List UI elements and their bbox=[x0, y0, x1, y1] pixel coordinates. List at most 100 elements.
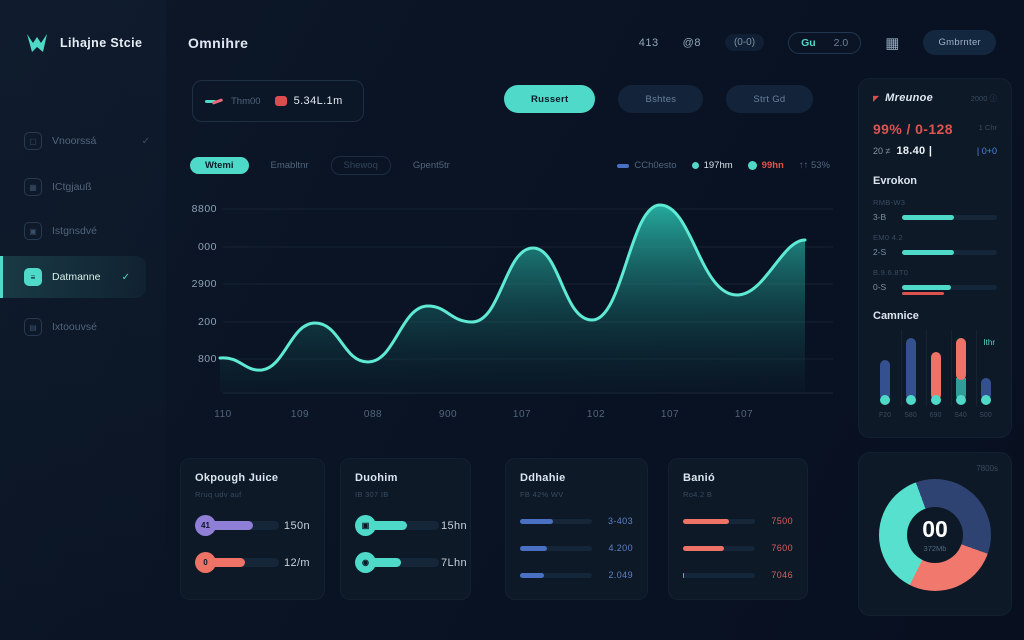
x-tick: 110 bbox=[214, 409, 232, 420]
sidebar-item-3[interactable]: ▣ Istgnsdvé bbox=[0, 214, 166, 248]
chart-tab-2[interactable]: Emabltnr bbox=[270, 160, 309, 171]
slider-fill bbox=[369, 558, 401, 567]
search-input[interactable]: Gu 2.0 bbox=[788, 31, 862, 54]
sidebar-item-2[interactable]: ▦ ICtgjauß bbox=[0, 170, 166, 204]
slider-teal[interactable]: ▣ bbox=[355, 515, 441, 536]
slider-knob[interactable]: ◉ bbox=[355, 552, 376, 573]
sidebar-item-1[interactable]: ▢ Vnoorssá ✓ bbox=[0, 124, 166, 158]
mini-bar bbox=[981, 378, 991, 400]
chart-tab-4[interactable]: Gpent5tr bbox=[412, 160, 450, 171]
progress-fill bbox=[902, 214, 955, 220]
stat-bar-row: 7500 bbox=[683, 516, 793, 526]
progress-fill bbox=[520, 518, 554, 524]
stat-bar-row: 7046 bbox=[683, 570, 793, 580]
summary-info-box[interactable]: Thm00 5.34L.1m bbox=[192, 80, 364, 122]
apps-grid-icon[interactable]: ▦ bbox=[885, 34, 900, 52]
breakdown-caption: B.9.6.8T0 bbox=[873, 268, 909, 277]
metric-value: 99% / 0-128 bbox=[873, 121, 953, 137]
chart-tab-1-active[interactable]: Wtemi bbox=[190, 157, 249, 174]
progress-track[interactable] bbox=[902, 214, 997, 220]
legend-dot-icon bbox=[691, 162, 699, 169]
x-tick: 107 bbox=[660, 409, 680, 420]
header-menu-button[interactable]: Gmbrnter bbox=[923, 30, 996, 55]
mini-bar-label: S80 bbox=[904, 412, 917, 419]
red-tag-icon bbox=[274, 96, 287, 106]
metric-sub-value: 18.40 | bbox=[896, 145, 933, 157]
bar-dot-icon bbox=[956, 395, 966, 405]
breakdown-title: Evrokon bbox=[873, 175, 918, 187]
slider-row: 41 150n bbox=[195, 515, 310, 536]
right-stats-panel: ◤ Mreunoe 2000 ⓘ 99% / 0-128 1 Chr 20 ≠ … bbox=[858, 78, 1012, 438]
header-stat-3-badge: (0-0) bbox=[724, 34, 765, 51]
check-icon: ✓ bbox=[141, 135, 150, 147]
breakdown-row: 2-S bbox=[873, 247, 997, 257]
panel-header: ◤ Mreunoe 2000 ⓘ bbox=[873, 92, 997, 104]
donut-badge: 7800s bbox=[976, 464, 998, 473]
x-tick: 088 bbox=[363, 409, 383, 420]
slider-purple[interactable]: 41 bbox=[195, 515, 281, 536]
x-tick: 107 bbox=[512, 409, 532, 420]
stat-bar-row: 2.049 bbox=[520, 570, 633, 580]
mini-bar bbox=[880, 360, 890, 400]
chart-tab-3[interactable]: Shewoq bbox=[330, 156, 391, 175]
mini-bar-column: F20 bbox=[876, 330, 894, 419]
metric-sub-label: 20 ≠ bbox=[873, 146, 891, 156]
stat-value: 7600 bbox=[771, 543, 793, 553]
donut-center-value: 00 bbox=[922, 515, 948, 542]
sidebar-item-label: Vnoorssá bbox=[52, 135, 97, 147]
stat-value: 3-403 bbox=[607, 516, 633, 526]
y-tick: 2900 bbox=[191, 278, 217, 290]
card-subtitle: Rruq udv auf bbox=[195, 490, 242, 499]
mini-bar bbox=[956, 338, 966, 380]
sidebar-item-4-active[interactable]: ≡ Datmanne ✓ bbox=[0, 256, 146, 298]
card-title: Banió bbox=[683, 472, 716, 484]
grid-icon: ▦ bbox=[24, 178, 42, 196]
slider-row: ▣ 15hn bbox=[355, 515, 467, 536]
progress-track bbox=[520, 545, 592, 551]
progress-track bbox=[520, 518, 592, 524]
logo-text: Lihajne Stcie bbox=[60, 36, 143, 50]
legend-item-3: 99hn bbox=[747, 160, 784, 171]
bar-dot-icon bbox=[880, 395, 890, 405]
slider-knob[interactable]: 0 bbox=[195, 552, 216, 573]
slider-teal[interactable]: ◉ bbox=[355, 552, 441, 573]
metric-sub-extra: | 0+0 bbox=[976, 146, 997, 156]
metric-note: 1 Chr bbox=[978, 123, 997, 132]
chart-toolbar: Wtemi Emabltnr Shewoq Gpent5tr CCh0esto … bbox=[190, 156, 830, 175]
filter-button-3[interactable]: Strt Gd bbox=[726, 85, 813, 113]
slider-fill bbox=[209, 558, 245, 567]
progress-fill bbox=[902, 249, 955, 255]
filter-button-2[interactable]: Bshtes bbox=[618, 85, 704, 113]
breakdown-caption: RMB-W3 bbox=[873, 198, 906, 207]
slider-knob[interactable]: 41 bbox=[195, 515, 216, 536]
slider-knob[interactable]: ▣ bbox=[355, 515, 376, 536]
progress-fill-secondary bbox=[902, 291, 944, 295]
breakdown-caption: EM0 4.2 bbox=[873, 233, 904, 242]
row-label: 2-S bbox=[873, 247, 887, 257]
sidebar-item-5[interactable]: ▤ Ixtoouvsé bbox=[0, 310, 166, 344]
stat-bar-row: 7600 bbox=[683, 543, 793, 553]
filter-button-1-active[interactable]: Russert bbox=[504, 85, 596, 113]
folder-icon: ▤ bbox=[24, 318, 42, 336]
metric-subrow: 20 ≠ 18.40 | | 0+0 bbox=[873, 145, 997, 157]
card-sliders-2: Duohim IB 307 IB ▣ 15hn ◉ 7Lhn bbox=[340, 458, 471, 600]
legend-label: CCh0esto bbox=[634, 160, 677, 171]
card-subtitle: IB 307 IB bbox=[355, 490, 389, 499]
logo-icon bbox=[27, 34, 47, 52]
breakdown-row: 0-S bbox=[873, 282, 997, 295]
donut-card: 7800s 00 372Mb bbox=[858, 452, 1012, 616]
slider-coral[interactable]: 0 bbox=[195, 552, 281, 573]
card-stats-red: Banió Ro4.2 B 7500 7600 7046 bbox=[668, 458, 808, 600]
progress-track[interactable] bbox=[902, 284, 997, 295]
app-logo[interactable]: Lihajne Stcie bbox=[0, 0, 166, 56]
progress-track[interactable] bbox=[902, 249, 997, 255]
slider-row: 0 12/m bbox=[195, 552, 310, 573]
progress-fill bbox=[902, 284, 952, 290]
donut-center: 00 372Mb bbox=[907, 507, 963, 563]
x-tick: 109 bbox=[290, 409, 310, 420]
stat-value: 7500 bbox=[771, 516, 793, 526]
document-icon: ▢ bbox=[24, 132, 42, 150]
bar-dot-icon bbox=[981, 395, 991, 405]
mini-bar-label: S40 bbox=[954, 412, 967, 419]
slider-fill bbox=[369, 521, 407, 530]
